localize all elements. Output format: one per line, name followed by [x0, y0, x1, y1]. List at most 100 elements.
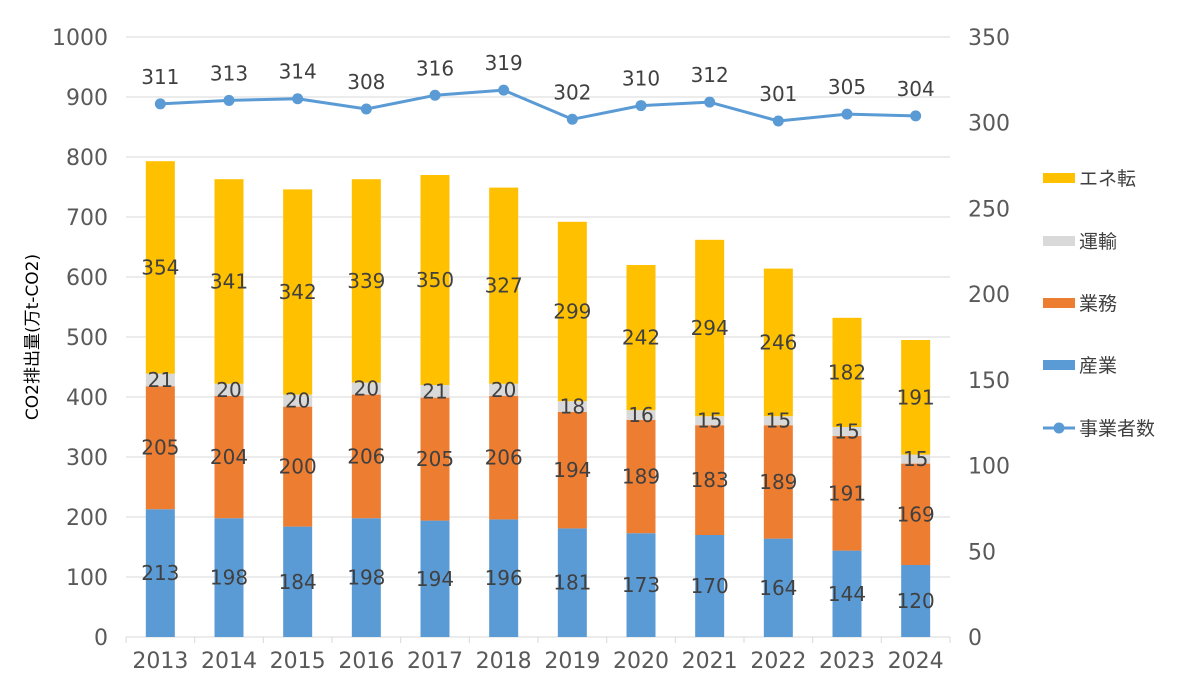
bar-運輸 [695, 416, 725, 426]
gridlines [126, 36, 950, 638]
x-tick-label: 2018 [476, 649, 532, 674]
data-label: 354 [141, 255, 179, 279]
line-data-label: 301 [759, 82, 797, 106]
bar-エネ転 [901, 340, 931, 455]
x-tick-label: 2022 [750, 649, 806, 674]
axes: 1000900800700600500400300200100035030025… [52, 26, 1010, 674]
bar-エネ転 [420, 175, 450, 385]
bar-業務 [283, 406, 313, 527]
bar-labels: 213 205 21 354 198 204 20 341 184 200 20 342 198 206 2… [141, 255, 935, 613]
bar-産業 [351, 518, 381, 637]
data-label: 196 [485, 566, 523, 590]
data-label: 200 [279, 455, 317, 479]
bar-産業 [145, 509, 175, 637]
data-label: 191 [828, 481, 866, 505]
bar-業務 [489, 395, 519, 520]
data-label: 181 [553, 571, 591, 595]
bar-業務 [420, 397, 450, 521]
line-data-label: 302 [553, 80, 591, 104]
bar-運輸 [763, 416, 793, 426]
line-point [154, 98, 166, 110]
legend-label: エネ転 [1079, 168, 1136, 190]
bar-エネ転 [626, 265, 656, 411]
bar-エネ転 [489, 187, 519, 384]
x-tick-label: 2016 [338, 649, 394, 674]
x-tick-label: 2021 [682, 649, 738, 674]
data-label: 20 [216, 378, 241, 402]
bar-運輸 [557, 401, 587, 412]
bar-運輸 [832, 427, 862, 436]
line-data-label: 313 [210, 61, 248, 85]
x-tick-label: 2019 [544, 649, 600, 674]
data-label: 18 [560, 395, 585, 419]
y-tick-label: 500 [66, 326, 108, 351]
data-label: 191 [897, 385, 935, 409]
line-data-label: 311 [141, 65, 179, 89]
line-point [429, 89, 441, 101]
line-data-label: 312 [691, 63, 729, 87]
y-tick-label: 200 [66, 506, 108, 531]
data-label: 183 [691, 468, 729, 492]
line-series: 311 313 314 308 316 319 302 310 312 301 305 304 [141, 51, 935, 127]
line-data-label: 310 [622, 67, 660, 91]
line-point [223, 94, 235, 106]
bar-産業 [832, 550, 862, 637]
data-label: 194 [416, 567, 454, 591]
bar-業務 [557, 412, 587, 529]
data-label: 15 [903, 447, 928, 471]
bar-エネ転 [145, 161, 175, 374]
legend-label: 事業者数 [1079, 418, 1155, 440]
data-label: 350 [416, 268, 454, 292]
bar-産業 [901, 565, 931, 637]
x-tick-label: 2020 [613, 649, 669, 674]
x-tick-label: 2017 [407, 649, 463, 674]
data-label: 20 [491, 378, 516, 402]
bar-業務 [695, 425, 725, 535]
data-label: 16 [628, 403, 653, 427]
y-tick-label: 900 [66, 86, 108, 111]
data-label: 205 [141, 436, 179, 460]
y2-tick-label: 50 [968, 540, 996, 565]
data-label: 198 [210, 566, 248, 590]
bar-運輸 [283, 394, 313, 407]
bar-運輸 [901, 454, 931, 464]
x-tick-label: 2013 [132, 649, 188, 674]
line-事業者数 [160, 88, 916, 123]
data-label: 15 [834, 420, 859, 444]
line-point [841, 108, 853, 120]
y2-tick-label: 300 [968, 112, 1010, 137]
data-label: 206 [347, 444, 385, 468]
data-label: 15 [766, 409, 791, 433]
y2-tick-label: 350 [968, 26, 1010, 51]
bar-運輸 [351, 382, 381, 395]
bar-運輸 [420, 385, 450, 398]
y-tick-label: 400 [66, 386, 108, 411]
data-label: 170 [691, 574, 729, 598]
bar-運輸 [489, 383, 519, 396]
bar-運輸 [626, 410, 656, 420]
data-label: 184 [279, 570, 317, 594]
bar-エネ転 [351, 179, 381, 383]
y-tick-label: 0 [94, 626, 108, 651]
bar-産業 [557, 528, 587, 637]
bar-産業 [489, 519, 519, 637]
data-label: 20 [285, 389, 310, 413]
line-point [635, 100, 647, 112]
data-label: 120 [897, 589, 935, 613]
bar-産業 [763, 538, 793, 637]
line-point [566, 113, 578, 125]
line-point [704, 96, 716, 108]
x-tick-label: 2014 [201, 649, 257, 674]
data-label: 173 [622, 573, 660, 597]
x-tick-label: 2015 [270, 649, 326, 674]
line-data-label: 308 [347, 70, 385, 94]
y2-tick-label: 0 [968, 626, 982, 651]
data-label: 339 [347, 269, 385, 293]
data-label: 299 [553, 300, 591, 324]
line-data-label: 314 [279, 60, 317, 84]
data-label: 189 [759, 470, 797, 494]
data-label: 164 [759, 576, 797, 600]
line-data-label: 319 [485, 51, 523, 75]
